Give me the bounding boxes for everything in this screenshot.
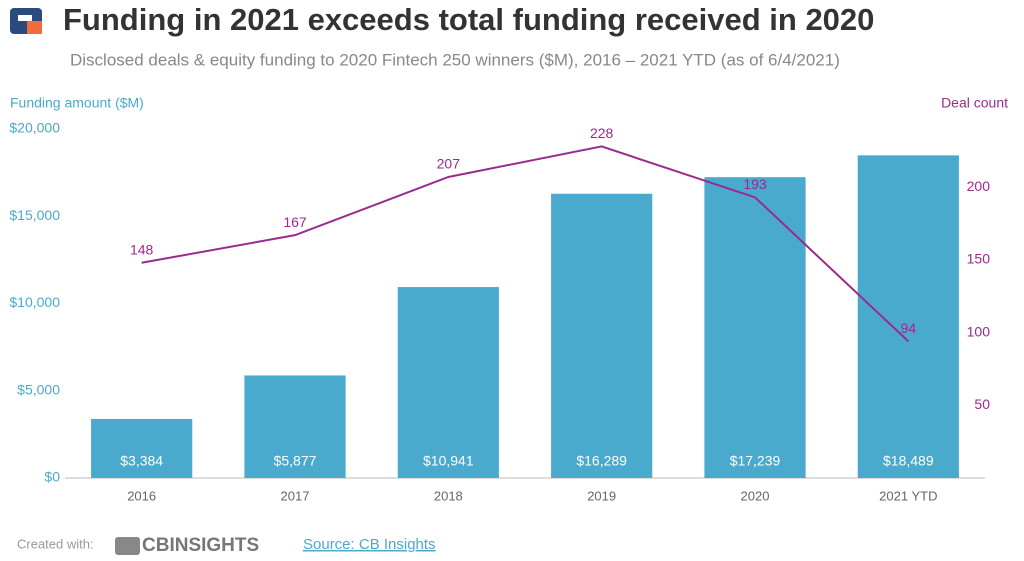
bar-value-label: $5,877 bbox=[274, 453, 317, 469]
line-value-label: 94 bbox=[901, 320, 917, 336]
bar bbox=[397, 287, 499, 478]
line-value-label: 207 bbox=[437, 156, 461, 172]
bar bbox=[857, 155, 959, 478]
bar-value-label: $18,489 bbox=[883, 453, 934, 469]
chart-subtitle: Disclosed deals & equity funding to 2020… bbox=[70, 50, 840, 69]
line-value-label: 167 bbox=[283, 214, 307, 230]
bar-value-label: $3,384 bbox=[120, 453, 163, 469]
brand-logo: CBINSIGHTS bbox=[115, 535, 259, 556]
bar-value-label: $10,941 bbox=[423, 453, 474, 469]
x-tick-label: 2020 bbox=[741, 488, 770, 503]
y2-tick-label: 50 bbox=[974, 396, 990, 412]
x-tick-label: 2017 bbox=[281, 488, 310, 503]
bar bbox=[244, 375, 346, 478]
logo bbox=[10, 8, 42, 34]
x-tick-label: 2019 bbox=[587, 488, 616, 503]
y2-tick-label: 100 bbox=[967, 323, 991, 339]
bar bbox=[551, 193, 653, 478]
bar bbox=[704, 177, 806, 478]
brand: CBINSIGHTS bbox=[142, 535, 259, 556]
y-axis-title: Funding amount ($M) bbox=[10, 95, 144, 111]
bar-value-label: $16,289 bbox=[576, 453, 627, 469]
y2-tick-label: 200 bbox=[967, 178, 991, 194]
bar-value-label: $17,239 bbox=[730, 453, 781, 469]
line-value-label: 228 bbox=[590, 125, 614, 141]
y2-tick-label: 150 bbox=[967, 251, 991, 267]
x-tick-label: 2021 YTD bbox=[879, 488, 937, 503]
line-value-label: 193 bbox=[743, 176, 767, 192]
y2-axis-title: Deal count bbox=[941, 95, 1008, 111]
y-tick-label: $0 bbox=[44, 469, 60, 485]
deal-count-line bbox=[141, 145, 910, 343]
y-tick-label: $5,000 bbox=[17, 381, 60, 397]
y-tick-label: $10,000 bbox=[9, 294, 60, 310]
source-link[interactable]: Source: CB Insights bbox=[303, 536, 436, 553]
y-tick-label: $20,000 bbox=[9, 120, 60, 136]
x-tick-label: 2018 bbox=[434, 488, 463, 503]
y-tick-label: $15,000 bbox=[9, 207, 60, 223]
chart-title: Funding in 2021 exceeds total funding re… bbox=[63, 2, 874, 37]
x-tick-label: 2016 bbox=[127, 488, 156, 503]
bar bbox=[91, 418, 193, 478]
created-with: Created with: bbox=[17, 536, 94, 551]
line-value-label: 148 bbox=[130, 241, 154, 257]
